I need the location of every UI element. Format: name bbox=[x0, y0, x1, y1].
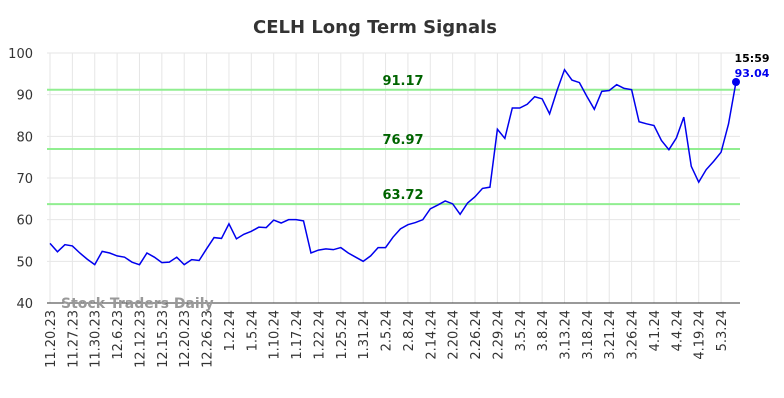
x-tick-label: 1.2.24 bbox=[223, 310, 238, 351]
x-tick-label: 12.12.23 bbox=[133, 310, 148, 368]
x-tick-label: 1.17.24 bbox=[290, 310, 305, 360]
x-tick-label: 12.26.23 bbox=[201, 310, 216, 368]
x-tick-label: 3.21.24 bbox=[603, 310, 618, 360]
x-tick-label: 1.22.24 bbox=[312, 310, 327, 360]
x-tick-label: 3.5.24 bbox=[514, 310, 529, 351]
watermark: Stock Traders Daily bbox=[61, 296, 214, 312]
x-tick-label: 3.18.24 bbox=[581, 310, 596, 360]
x-tick-label: 4.19.24 bbox=[693, 310, 708, 360]
signal-label: 76.97 bbox=[382, 133, 423, 148]
y-tick-label: 80 bbox=[16, 130, 33, 145]
x-tick-label: 2.26.24 bbox=[469, 310, 484, 360]
x-tick-label: 11.30.23 bbox=[89, 310, 104, 368]
x-tick-label: 11.27.23 bbox=[66, 310, 81, 368]
x-tick-label: 3.26.24 bbox=[626, 310, 641, 360]
x-tick-label: 2.20.24 bbox=[447, 310, 462, 360]
x-tick-label: 12.15.23 bbox=[156, 310, 171, 368]
last-value-label: 93.04 bbox=[735, 67, 770, 80]
y-tick-label: 90 bbox=[16, 89, 33, 104]
signal-label: 63.72 bbox=[382, 188, 423, 203]
y-tick-label: 100 bbox=[8, 47, 33, 62]
y-tick-label: 50 bbox=[16, 255, 33, 270]
x-tick-label: 5.3.24 bbox=[715, 310, 730, 351]
x-tick-label: 12.20.23 bbox=[178, 310, 193, 368]
x-tick-label: 3.13.24 bbox=[559, 310, 574, 360]
x-tick-label: 2.14.24 bbox=[424, 310, 439, 360]
x-tick-label: 4.1.24 bbox=[648, 310, 663, 351]
x-tick-label: 11.20.23 bbox=[44, 310, 59, 368]
last-time-label: 15:59 bbox=[734, 52, 769, 65]
x-tick-label: 1.5.24 bbox=[245, 310, 260, 351]
x-tick-label: 1.31.24 bbox=[357, 310, 372, 360]
x-tick-label: 1.10.24 bbox=[268, 310, 283, 360]
x-tick-label: 2.29.24 bbox=[491, 310, 506, 360]
chart-title: CELH Long Term Signals bbox=[253, 17, 497, 38]
x-tick-label: 2.5.24 bbox=[380, 310, 395, 351]
x-tick-label: 3.8.24 bbox=[536, 310, 551, 351]
x-tick-label: 2.8.24 bbox=[402, 310, 417, 351]
x-tick-label: 12.6.23 bbox=[111, 310, 126, 360]
y-tick-label: 40 bbox=[16, 297, 33, 312]
last-point bbox=[732, 78, 740, 86]
y-tick-label: 70 bbox=[16, 172, 33, 187]
x-tick-label: 4.4.24 bbox=[670, 310, 685, 351]
price-line bbox=[49, 68, 737, 266]
x-tick-label: 1.25.24 bbox=[335, 310, 350, 360]
signal-label: 91.17 bbox=[382, 74, 423, 89]
y-tick-label: 60 bbox=[16, 214, 33, 229]
